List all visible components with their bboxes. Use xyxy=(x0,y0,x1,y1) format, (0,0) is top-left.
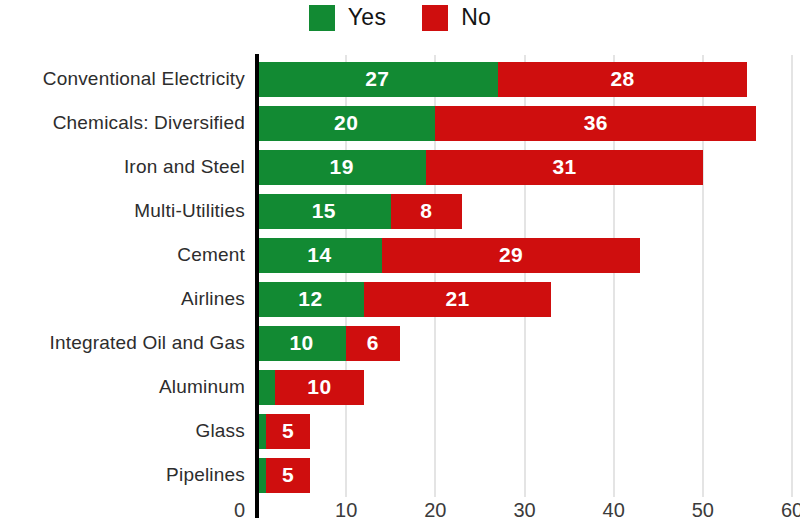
x-tick-label-60: 60 xyxy=(781,499,800,522)
bar-value-label: 10 xyxy=(289,331,313,355)
category-label: Integrated Oil and Gas xyxy=(0,332,257,354)
bar-track: 10 6 xyxy=(257,326,792,361)
bar-rows: Conventional Electricity 27 28 Chemicals: D… xyxy=(0,57,800,497)
bar-row: Conventional Electricity 27 28 xyxy=(0,57,800,101)
x-tick-label-40: 40 xyxy=(603,499,625,522)
category-label: Airlines xyxy=(0,288,257,310)
x-tick-label-20: 20 xyxy=(424,499,446,522)
legend-label-yes: Yes xyxy=(348,4,386,31)
bar-segment-yes: 15 xyxy=(257,194,391,229)
bar-row: Pipelines 5 xyxy=(0,453,800,497)
bar-row: Cement 14 29 xyxy=(0,233,800,277)
bar-segment-no: 21 xyxy=(364,282,551,317)
bar-segment-no: 5 xyxy=(266,414,311,449)
bar-segment-yes xyxy=(257,370,275,405)
bar-value-label: 15 xyxy=(312,199,336,223)
bar-value-label: 29 xyxy=(499,243,523,267)
category-label: Pipelines xyxy=(0,464,257,486)
bar-value-label: 21 xyxy=(445,287,469,311)
bar-segment-no: 31 xyxy=(426,150,702,185)
stacked-bar-chart: Yes No Conventional Electricity 27 28 Chemi… xyxy=(0,0,800,529)
category-label: Cement xyxy=(0,244,257,266)
bar-value-label: 27 xyxy=(365,67,389,91)
bar-segment-no: 29 xyxy=(382,238,641,273)
bar-value-label: 10 xyxy=(307,375,331,399)
bar-row: Glass 5 xyxy=(0,409,800,453)
legend: Yes No xyxy=(0,4,800,31)
bar-value-label: 19 xyxy=(330,155,354,179)
legend-item-no: No xyxy=(422,4,491,31)
legend-swatch-yes-icon xyxy=(309,5,335,31)
x-tick-label-0: 0 xyxy=(234,499,245,522)
bar-value-label: 20 xyxy=(334,111,358,135)
category-label: Iron and Steel xyxy=(0,156,257,178)
category-label: Multi-Utilities xyxy=(0,200,257,222)
legend-label-no: No xyxy=(461,4,491,31)
bar-segment-no: 28 xyxy=(498,62,748,97)
bar-value-label: 5 xyxy=(282,419,294,443)
bar-track: 1931 xyxy=(257,150,792,185)
x-tick-label-50: 50 xyxy=(692,499,714,522)
bar-value-label: 28 xyxy=(610,67,634,91)
bar-segment-no: 10 xyxy=(275,370,364,405)
bar-row: Iron and Steel1931 xyxy=(0,145,800,189)
bar-segment-yes: 14 xyxy=(257,238,382,273)
bar-track: 5 xyxy=(257,414,792,449)
category-label: Chemicals: Diversified xyxy=(0,112,257,134)
bar-segment-no: 8 xyxy=(391,194,462,229)
bar-segment-yes: 12 xyxy=(257,282,364,317)
bar-row: Aluminum 10 xyxy=(0,365,800,409)
bar-track: 15 8 xyxy=(257,194,792,229)
bar-value-label: 31 xyxy=(552,155,576,179)
legend-item-yes: Yes xyxy=(309,4,386,31)
bar-value-label: 36 xyxy=(584,111,608,135)
bar-segment-yes: 10 xyxy=(257,326,346,361)
bar-track: 12 21 xyxy=(257,282,792,317)
bar-value-label: 6 xyxy=(367,331,379,355)
x-axis-tick-labels: 0102030405060 xyxy=(257,497,792,525)
category-label: Glass xyxy=(0,420,257,442)
bar-track: 5 xyxy=(257,458,792,493)
bar-track: 27 28 xyxy=(257,62,792,97)
bar-value-label: 8 xyxy=(420,199,432,223)
bar-row: Airlines 12 21 xyxy=(0,277,800,321)
bar-segment-no: 5 xyxy=(266,458,311,493)
x-tick-label-10: 10 xyxy=(335,499,357,522)
legend-swatch-no-icon xyxy=(422,5,448,31)
category-label: Aluminum xyxy=(0,376,257,398)
bar-value-label: 12 xyxy=(298,287,322,311)
bar-row: Multi-Utilities 15 8 xyxy=(0,189,800,233)
x-tick-label-30: 30 xyxy=(513,499,535,522)
category-label: Conventional Electricity xyxy=(0,68,257,90)
bar-row: Chemicals: Diversified2036 xyxy=(0,101,800,145)
bar-segment-yes: 19 xyxy=(257,150,426,185)
bar-track: 14 29 xyxy=(257,238,792,273)
bar-segment-yes: 27 xyxy=(257,62,498,97)
bar-segment-no: 36 xyxy=(435,106,756,141)
bar-track: 2036 xyxy=(257,106,792,141)
y-axis-line xyxy=(255,54,259,518)
bar-row: Integrated Oil and Gas 10 6 xyxy=(0,321,800,365)
bar-value-label: 5 xyxy=(282,463,294,487)
bar-segment-yes: 20 xyxy=(257,106,435,141)
bar-track: 10 xyxy=(257,370,792,405)
bar-value-label: 14 xyxy=(307,243,331,267)
bar-segment-no: 6 xyxy=(346,326,400,361)
